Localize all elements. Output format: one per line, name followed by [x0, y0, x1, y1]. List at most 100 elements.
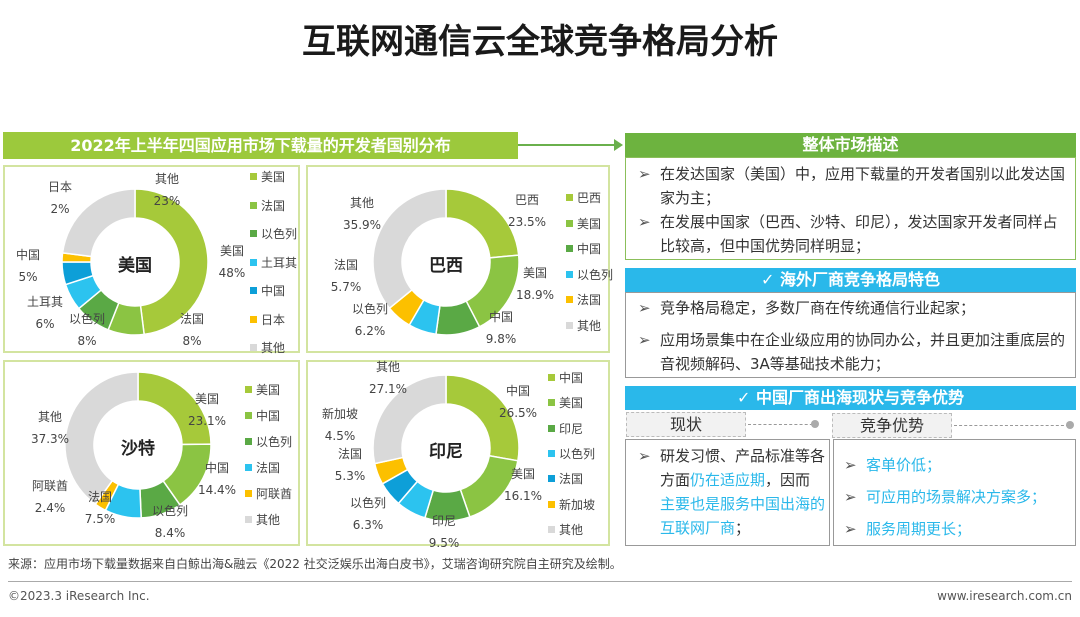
- overseas-header: ✓ 海外厂商竞争格局特色: [625, 268, 1076, 292]
- legend-swatch: [566, 321, 573, 329]
- donut-charts: [61, 188, 520, 522]
- data-label: 其他 37.3%: [31, 406, 69, 450]
- legend-item: 其他: [548, 523, 583, 537]
- arrow-bullet-icon: ➢: [638, 447, 651, 465]
- legend-item: 法国: [245, 461, 280, 475]
- data-label-value: 35.9%: [342, 218, 382, 232]
- legend-swatch: [245, 438, 252, 445]
- data-label-value: 6%: [35, 317, 55, 331]
- data-label-category: 新加坡: [321, 407, 359, 421]
- bullet-item: ➢ 在发展中国家（巴西、沙特、印尼），发达国家开发者同样占比较高，但中国优势同样明…: [638, 210, 1067, 258]
- data-label: 中国 5%: [16, 244, 40, 288]
- data-label-category: 中国: [505, 384, 530, 398]
- overall-header: 整体市场描述: [625, 133, 1076, 157]
- data-label-value: 27.1%: [368, 382, 408, 396]
- legend-swatch: [566, 194, 573, 201]
- data-label-category: 中国: [488, 310, 513, 324]
- footer-divider: [8, 581, 1072, 582]
- donut-slice-其他: [61, 188, 136, 258]
- data-label: 阿联酋 2.4%: [32, 475, 68, 519]
- data-label-value: 5.7%: [330, 280, 362, 294]
- data-label-category: 法国: [87, 490, 112, 504]
- legend-label: 以色列: [256, 435, 293, 449]
- legend-swatch: [548, 399, 555, 407]
- bullet-item: ➢ 研发习惯、产品标准等各方面仍在适应期，因而主要也是服务中国出海的互联网厂商；: [638, 444, 825, 540]
- china-header: ✓ 中国厂商出海现状与竞争优势: [625, 386, 1076, 410]
- legend-label: 中国: [559, 371, 584, 385]
- legend-label: 中国: [577, 242, 602, 256]
- bullet-item: ➢ 竞争格局稳定，多数厂商在传统通信行业起家；: [638, 296, 1067, 320]
- legend-item: 新加坡: [548, 498, 595, 512]
- status-tag: 现状: [626, 412, 746, 437]
- connector-arrow-line: [518, 144, 618, 146]
- legend-swatch: [245, 490, 252, 497]
- data-label: 以色列 8.4%: [152, 500, 188, 544]
- legend-swatch: [548, 475, 555, 483]
- data-label-category: 美国: [522, 266, 547, 280]
- legend-item: 阿联酋: [245, 487, 292, 501]
- legend-item: 以色列: [250, 227, 297, 241]
- donut-slice-其他: [64, 371, 139, 506]
- data-label-category: 巴西: [514, 193, 539, 207]
- legend-item: 美国: [566, 217, 601, 231]
- legend-item: 土耳其: [250, 256, 297, 270]
- legend-label: 以色列: [559, 446, 596, 461]
- legend-swatch: [566, 245, 573, 252]
- legend-label: 日本: [261, 312, 286, 327]
- data-label: 法国 5.3%: [335, 443, 366, 487]
- data-label-value: 18.9%: [515, 288, 555, 302]
- data-label-value: 2.4%: [34, 501, 66, 515]
- data-label-category: 其他: [154, 172, 180, 186]
- legend-swatch: [548, 424, 555, 432]
- data-label-category: 其他: [37, 410, 62, 424]
- legend-label: 新加坡: [559, 497, 596, 512]
- legend-swatch: [548, 525, 555, 533]
- legend-swatch: [566, 270, 573, 278]
- bullet-item: ➢ 应用场景集中在企业级应用的协同办公，并且更加注重底层的音视频解码、3A等基础技…: [638, 328, 1067, 376]
- source-note: 来源：应用市场下载量数据来自白鲸出海&融云《2022 社交泛娱乐出海白皮书》，艾…: [8, 557, 622, 571]
- legend-swatch: [250, 344, 257, 351]
- legend-label: 其他: [261, 341, 286, 355]
- advantage-item: ➢ 客单价低；: [844, 449, 1071, 481]
- data-label-category: 法国: [333, 258, 358, 272]
- website-link[interactable]: www.iresearch.com.cn: [937, 589, 1072, 603]
- data-label: 以色列 6.3%: [350, 492, 386, 536]
- donut-slice-其他: [372, 374, 447, 465]
- advantage-item: ➢ 可应用的场景解决方案多；: [844, 481, 1071, 513]
- legend-label: 以色列: [261, 227, 298, 241]
- legend-item: 美国: [250, 170, 285, 184]
- legend-swatch: [250, 201, 257, 209]
- legend-label: 巴西: [577, 191, 602, 205]
- data-label-value: 7.5%: [84, 512, 116, 526]
- bullet-text: 在发达国家（美国）中，应用下载量的开发者国别以此发达国家为主；: [660, 165, 1066, 207]
- data-label: 以色列 8%: [69, 308, 105, 352]
- arrow-bullet-icon: ➢: [638, 165, 651, 183]
- chart-panel-saudi: [3, 360, 300, 546]
- legend-item: 中国: [548, 371, 583, 385]
- donut-slice-美国: [134, 188, 209, 336]
- legend-swatch: [250, 230, 257, 237]
- legend-swatch: [566, 296, 573, 303]
- legend-label: 其他: [559, 522, 584, 537]
- bullet-text: 在发展中国家（巴西、沙特、印尼），发达国家开发者同样占比较高，但中国优势同样明显…: [660, 213, 1058, 255]
- legend-label: 美国: [559, 396, 584, 411]
- legend-item: 其他: [566, 319, 601, 333]
- overall-box: ➢ 在发达国家（美国）中，应用下载量的开发者国别以此发达国家为主； ➢ 在发展中国家…: [625, 157, 1076, 260]
- legend-label: 美国: [256, 383, 281, 397]
- donut-center-label: 沙特: [121, 439, 155, 459]
- donut-center-label: 巴西: [429, 256, 463, 276]
- legend-item: 美国: [245, 383, 280, 397]
- data-label-category: 美国: [510, 467, 535, 481]
- bullet-text: 研发习惯、产品标准等各方面仍在适应期，因而主要也是服务中国出海的互联网厂商；: [660, 447, 826, 537]
- arrow-bullet-icon: ➢: [638, 299, 651, 317]
- data-label-value: 26.5%: [498, 406, 538, 420]
- data-label-value: 37.3%: [30, 432, 70, 446]
- status-box: ➢ 研发习惯、产品标准等各方面仍在适应期，因而主要也是服务中国出海的互联网厂商；: [625, 439, 830, 546]
- legend-label: 土耳其: [261, 255, 298, 270]
- arrow-bullet-icon: ➢: [638, 331, 651, 349]
- data-label: 其他 35.9%: [343, 192, 381, 236]
- data-label-category: 以色列: [151, 504, 189, 518]
- data-label: 美国 18.9%: [516, 262, 554, 306]
- legend-swatch: [548, 374, 555, 381]
- data-label-value: 6.3%: [352, 518, 384, 532]
